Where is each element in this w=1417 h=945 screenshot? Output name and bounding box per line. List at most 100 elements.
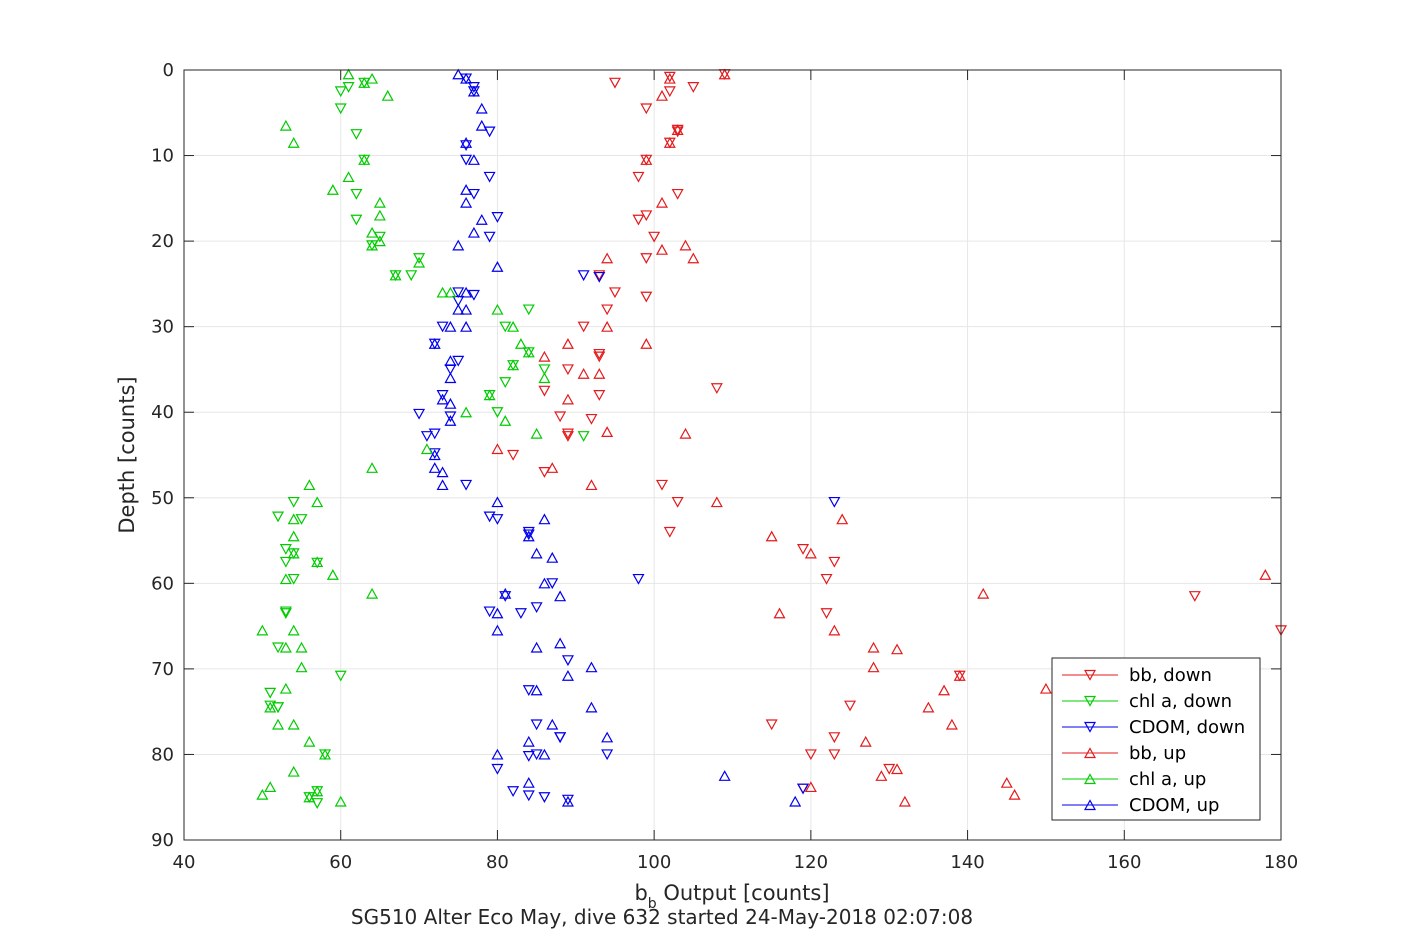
data-point [867,641,880,653]
data-point [436,393,449,405]
y-tick-label: 0 [163,60,174,81]
data-point [655,479,668,491]
data-point [460,154,473,166]
data-point [718,770,731,781]
data-point [561,431,574,442]
data-point [507,359,520,371]
data-point [538,577,551,589]
data-point [303,791,316,803]
data-point [326,184,339,195]
data-point [452,239,465,251]
data-point [632,171,645,183]
data-point [444,320,457,332]
data-point [546,462,559,473]
data-point [264,781,277,793]
series-chl-a-up [256,68,551,807]
data-point [444,415,457,426]
legend-entry: CDOM, up [1062,795,1219,816]
data-point [287,530,300,542]
data-point [522,751,535,762]
data-point [663,71,676,83]
data-point [272,702,285,714]
data-point [593,270,606,282]
data-point [538,372,551,384]
data-point [491,748,504,760]
data-point [773,607,786,619]
data-point [491,212,504,223]
data-point [561,338,574,349]
data-point [522,685,535,697]
data-point [640,253,653,264]
data-point [828,556,841,568]
legend-marker [1083,695,1097,707]
data-point [977,587,990,599]
data-point [428,428,441,440]
x-tick-label: 140 [950,852,984,873]
data-point [295,641,308,653]
data-point [366,462,379,473]
data-point [287,547,300,559]
data-point [279,641,292,653]
data-point [483,126,496,138]
data-point [655,89,668,101]
data-point [710,383,723,395]
data-point [311,798,324,809]
data-point [452,303,465,315]
data-point [350,188,363,200]
x-axis-label-subscript: b [648,896,657,912]
data-point [663,526,676,538]
data-point [953,669,966,681]
data-point [601,252,614,264]
data-point [279,556,292,568]
data-point [413,408,426,420]
data-point [538,364,551,376]
data-point [530,684,543,696]
data-point [460,479,473,491]
y-tick-label: 90 [151,830,174,851]
data-point [561,669,574,681]
data-point [452,287,465,299]
data-point [875,770,888,781]
data-point [859,735,872,747]
data-point [585,661,598,673]
data-point [828,749,841,761]
data-point [272,511,285,523]
data-point [483,389,496,401]
data-point [279,119,292,131]
data-point [561,795,574,807]
data-point [640,291,653,303]
data-point [311,496,324,508]
data-point [444,397,457,409]
data-point [428,449,441,461]
data-point [546,718,559,730]
data-point [601,426,614,437]
data-point [804,781,817,793]
data-point [1000,776,1013,788]
data-point [844,700,857,712]
data-point [507,320,520,332]
data-point [287,573,300,585]
data-point [491,607,504,619]
data-point [561,794,574,806]
data-point [452,295,465,307]
data-point [287,718,300,730]
data-point [420,431,433,442]
y-tick-label: 30 [151,317,174,338]
data-point [491,443,504,455]
data-point [358,154,371,165]
data-point [1008,788,1021,800]
data-point [530,602,543,614]
data-point [585,479,598,491]
data-point [765,719,778,731]
data-point [444,372,457,384]
data-point [538,748,551,760]
data-point [577,321,590,333]
data-point [577,367,590,379]
data-point [554,637,567,649]
legend-marker [1083,773,1097,785]
data-point [279,606,292,618]
data-point [640,154,653,165]
data-point [256,788,269,800]
data-point [311,556,324,568]
data-point [460,320,473,332]
